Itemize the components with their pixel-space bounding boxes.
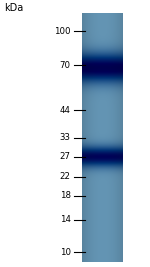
Text: 33: 33	[60, 133, 70, 142]
Text: 70: 70	[60, 61, 70, 70]
Text: 100: 100	[54, 27, 70, 36]
Text: 10: 10	[60, 248, 70, 257]
Text: 44: 44	[60, 105, 70, 115]
Text: 14: 14	[60, 215, 70, 225]
Text: kDa: kDa	[4, 3, 23, 13]
Text: 27: 27	[60, 152, 70, 161]
Text: 18: 18	[60, 191, 70, 200]
Text: 22: 22	[60, 172, 70, 181]
